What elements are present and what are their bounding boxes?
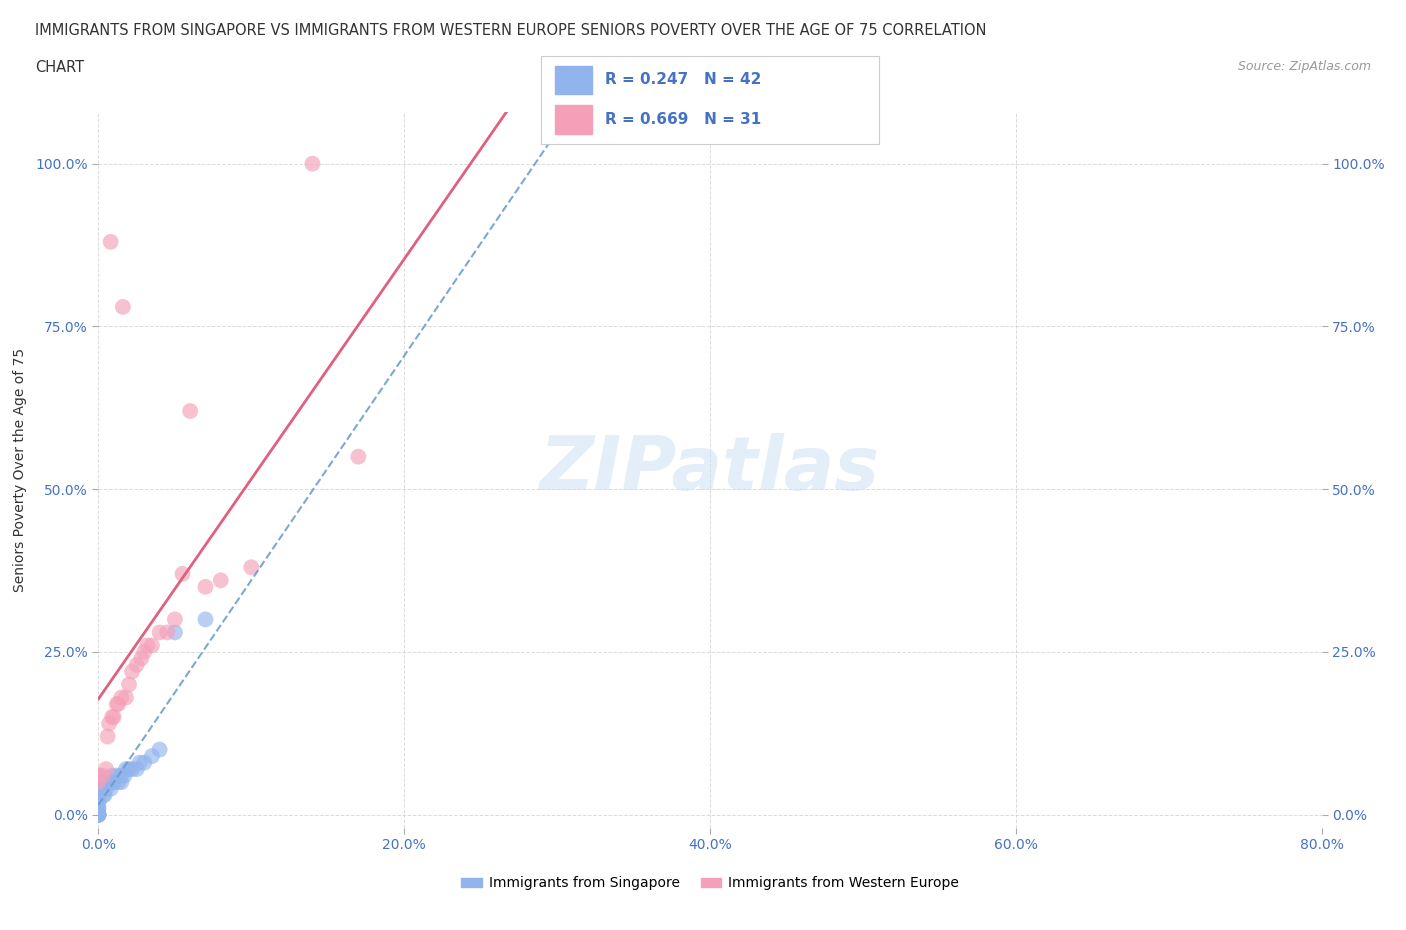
Point [87, 775, 110, 790]
Point [163, 612, 186, 627]
Point [121, 664, 143, 679]
Point [91, 788, 114, 803]
Point [194, 579, 217, 594]
Point [118, 762, 141, 777]
Point [194, 612, 217, 627]
Point [87, 788, 110, 803]
Point [87, 775, 110, 790]
Point [87, 788, 110, 803]
Point [125, 658, 148, 672]
Point [97, 775, 120, 790]
Point [101, 710, 124, 724]
Point [94, 781, 117, 796]
Point [149, 625, 172, 640]
Point [87, 768, 110, 783]
Point [347, 449, 370, 464]
Point [87, 781, 110, 796]
Point [163, 625, 186, 640]
Point [172, 566, 194, 581]
Point [128, 755, 150, 770]
Point [103, 775, 125, 790]
Point [107, 775, 129, 790]
Point [98, 775, 121, 790]
Point [141, 749, 163, 764]
Bar [555, 105, 592, 134]
Point [97, 729, 120, 744]
Point [87, 781, 110, 796]
Point [110, 775, 132, 790]
Point [134, 755, 156, 770]
Point [105, 697, 128, 711]
Point [301, 156, 323, 171]
Point [98, 716, 121, 731]
Y-axis label: Seniors Poverty Over the Age of 75: Seniors Poverty Over the Age of 75 [13, 348, 27, 591]
Point [107, 697, 129, 711]
Point [141, 638, 163, 653]
Point [91, 781, 114, 796]
Point [112, 768, 135, 783]
Point [87, 807, 110, 822]
Point [111, 299, 134, 314]
Point [125, 762, 148, 777]
Text: R = 0.669   N = 31: R = 0.669 N = 31 [606, 112, 762, 126]
Point [87, 807, 110, 822]
Text: IMMIGRANTS FROM SINGAPORE VS IMMIGRANTS FROM WESTERN EUROPE SENIORS POVERTY OVER: IMMIGRANTS FROM SINGAPORE VS IMMIGRANTS … [35, 23, 987, 38]
Point [87, 801, 110, 816]
Point [240, 560, 263, 575]
Text: ZIPatlas: ZIPatlas [540, 433, 880, 506]
Point [87, 801, 110, 816]
Point [110, 768, 132, 783]
Point [118, 677, 141, 692]
Point [149, 742, 172, 757]
Point [129, 651, 152, 666]
Point [91, 768, 114, 783]
Point [87, 794, 110, 809]
Point [87, 807, 110, 822]
Bar [555, 65, 592, 94]
Point [94, 762, 117, 777]
Point [136, 638, 159, 653]
Point [121, 762, 143, 777]
Point [87, 768, 110, 783]
Point [101, 768, 124, 783]
Point [156, 625, 179, 640]
Point [87, 775, 110, 790]
Point [134, 644, 156, 659]
Point [87, 807, 110, 822]
Point [115, 690, 138, 705]
Point [87, 807, 110, 822]
Point [87, 807, 110, 822]
Point [209, 573, 232, 588]
Point [87, 794, 110, 809]
Point [100, 234, 122, 249]
Text: Source: ZipAtlas.com: Source: ZipAtlas.com [1237, 60, 1371, 73]
Point [87, 807, 110, 822]
Text: CHART: CHART [35, 60, 84, 75]
Legend: Immigrants from Singapore, Immigrants from Western Europe: Immigrants from Singapore, Immigrants fr… [456, 870, 965, 896]
Point [105, 768, 128, 783]
Point [100, 781, 122, 796]
Text: R = 0.247   N = 42: R = 0.247 N = 42 [606, 73, 762, 87]
Point [179, 404, 201, 418]
Point [110, 690, 132, 705]
Point [115, 762, 138, 777]
Point [93, 788, 115, 803]
Point [103, 710, 125, 724]
